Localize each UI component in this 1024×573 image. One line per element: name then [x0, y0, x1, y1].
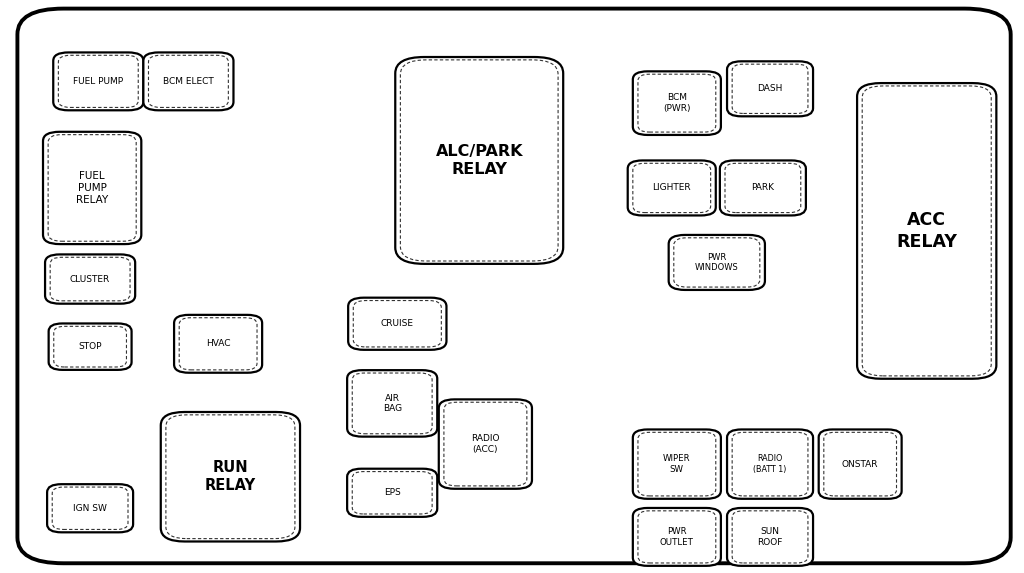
Text: FUEL PUMP: FUEL PUMP [74, 77, 123, 86]
FancyBboxPatch shape [17, 9, 1011, 563]
FancyBboxPatch shape [720, 160, 806, 215]
FancyBboxPatch shape [174, 315, 262, 372]
FancyBboxPatch shape [628, 160, 716, 215]
Text: FUEL
PUMP
RELAY: FUEL PUMP RELAY [76, 171, 109, 205]
Text: EPS: EPS [384, 488, 400, 497]
FancyBboxPatch shape [633, 430, 721, 499]
FancyBboxPatch shape [347, 370, 437, 437]
FancyBboxPatch shape [633, 72, 721, 135]
Text: BCM
(PWR): BCM (PWR) [664, 93, 690, 113]
FancyBboxPatch shape [727, 508, 813, 566]
Text: HVAC: HVAC [206, 339, 230, 348]
Text: DASH: DASH [758, 84, 782, 93]
FancyBboxPatch shape [347, 469, 437, 517]
Text: CRUISE: CRUISE [381, 319, 414, 328]
Text: RADIO
(BATT 1): RADIO (BATT 1) [754, 454, 786, 474]
Text: RADIO
(ACC): RADIO (ACC) [471, 434, 500, 454]
Text: BCM ELECT: BCM ELECT [163, 77, 214, 86]
Text: LIGHTER: LIGHTER [652, 183, 691, 193]
Text: AIR
BAG: AIR BAG [383, 394, 401, 413]
FancyBboxPatch shape [438, 399, 532, 489]
Text: IGN SW: IGN SW [73, 504, 108, 513]
FancyBboxPatch shape [727, 430, 813, 499]
Text: WIPER
SW: WIPER SW [664, 454, 690, 474]
FancyBboxPatch shape [45, 254, 135, 304]
FancyBboxPatch shape [395, 57, 563, 264]
FancyBboxPatch shape [43, 132, 141, 244]
Text: STOP: STOP [79, 342, 101, 351]
Text: PWR
WINDOWS: PWR WINDOWS [695, 253, 738, 272]
FancyBboxPatch shape [53, 52, 143, 110]
Text: ALC/PARK
RELAY: ALC/PARK RELAY [435, 144, 523, 177]
Text: PARK: PARK [752, 183, 774, 193]
Text: SUN
ROOF: SUN ROOF [758, 527, 782, 547]
FancyBboxPatch shape [143, 52, 233, 110]
Text: PWR
OUTLET: PWR OUTLET [659, 527, 694, 547]
Text: ONSTAR: ONSTAR [842, 460, 879, 469]
Text: ACC
RELAY: ACC RELAY [896, 211, 957, 250]
FancyBboxPatch shape [633, 508, 721, 566]
Text: CLUSTER: CLUSTER [70, 274, 111, 284]
FancyBboxPatch shape [857, 83, 996, 379]
FancyBboxPatch shape [47, 484, 133, 532]
FancyBboxPatch shape [819, 430, 901, 499]
Text: RUN
RELAY: RUN RELAY [205, 460, 256, 493]
FancyBboxPatch shape [161, 412, 300, 541]
FancyBboxPatch shape [348, 298, 446, 350]
FancyBboxPatch shape [669, 235, 765, 290]
FancyBboxPatch shape [48, 323, 131, 370]
FancyBboxPatch shape [727, 61, 813, 116]
